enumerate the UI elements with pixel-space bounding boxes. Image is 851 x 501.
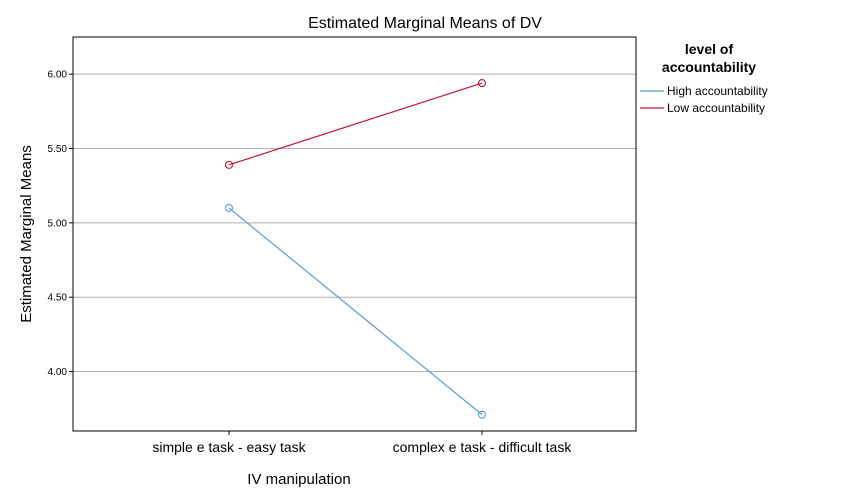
legend-label: Low accountability [667, 101, 765, 115]
data-point [224, 203, 234, 213]
x-axis-ticks: simple e task - easy task complex e task … [152, 431, 572, 455]
legend: level of accountability High accountabil… [640, 41, 768, 115]
y-tick-label: 4.50 [48, 293, 68, 304]
y-tick-label: 6.00 [48, 70, 68, 81]
data-point [477, 410, 487, 419]
data-point [477, 79, 487, 88]
gridlines [73, 73, 636, 373]
y-tick-label: 5.00 [48, 218, 68, 229]
legend-label: High accountability [667, 84, 768, 98]
y-axis-label: Estimated Marginal Means [18, 145, 35, 323]
x-tick-label: simple e task - easy task [152, 439, 306, 455]
y-tick-label: 4.00 [48, 367, 68, 378]
series-line-high-accountability [228, 207, 483, 416]
x-axis-label: IV manipulation [247, 471, 350, 488]
series-layer [224, 79, 487, 419]
y-axis-ticks: 4.00 4.50 5.00 5.50 6.00 [48, 70, 73, 378]
chart-title: Estimated Marginal Means of DV [308, 15, 542, 32]
y-tick-label: 5.50 [48, 144, 68, 155]
data-point [224, 160, 234, 169]
plot-frame [72, 36, 637, 432]
series-line-low-accountability [228, 82, 483, 166]
x-tick-label: complex e task - difficult task [393, 439, 573, 455]
legend-title-line-1: level of [685, 41, 734, 57]
legend-title-line-2: accountability [662, 59, 756, 75]
